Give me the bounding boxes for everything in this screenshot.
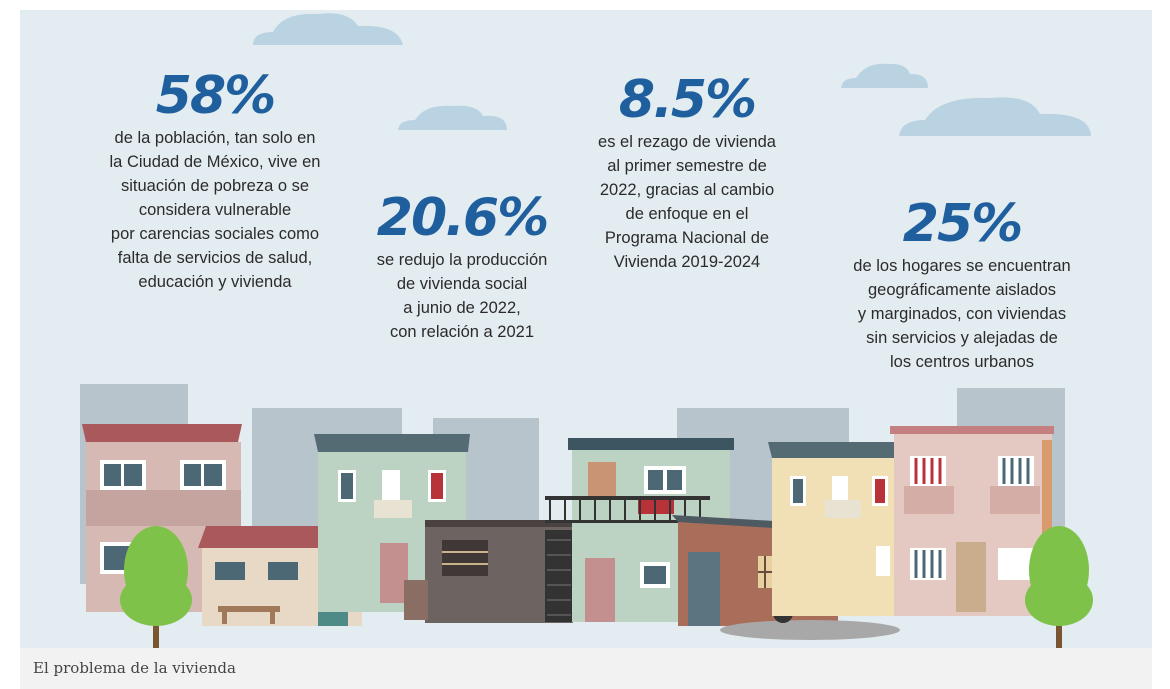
stat-line: por carencias sociales como: [110, 225, 320, 243]
stat-line: situación de pobreza o se: [120, 177, 310, 195]
town-illustration: [80, 384, 1093, 648]
stat-line: educación y vivienda: [138, 273, 292, 291]
infographic: 58% de la población, tan solo en la Ciud…: [20, 10, 1152, 648]
figure-caption-bar: El problema de la vivienda: [20, 648, 1152, 689]
stat-description: es el rezago de vivienda al primer semes…: [572, 130, 802, 274]
stat-line: de vivienda social: [396, 275, 528, 293]
stat-line: la Ciudad de México, vive en: [109, 153, 321, 171]
stat-isolated-households: 25% de los hogares se encuentran geográf…: [832, 198, 1092, 374]
stat-description: de los hogares se encuentran geográficam…: [832, 254, 1092, 374]
stat-description: de la población, tan solo en la Ciudad d…: [90, 126, 340, 294]
stat-value: 25%: [902, 194, 1023, 254]
stat-value: 8.5%: [618, 70, 757, 130]
stat-line: 2022, gracias al cambio: [599, 181, 775, 199]
stat-population-poverty: 58% de la población, tan solo en la Ciud…: [90, 70, 340, 294]
stat-description: se redujo la producción de vivienda soci…: [347, 248, 577, 344]
cloud-icon: [899, 97, 1091, 136]
stat-line: al primer semestre de: [607, 157, 767, 175]
stat-line: y marginados, con viviendas: [857, 305, 1067, 323]
stat-line: de los hogares se encuentran: [853, 257, 1071, 275]
stat-social-housing: 20.6% se redujo la producción de viviend…: [347, 192, 577, 344]
stat-line: con relación a 2021: [389, 323, 535, 341]
stat-line: de enfoque en el: [625, 205, 749, 223]
stat-line: Vivienda 2019-2024: [613, 253, 761, 271]
stat-value: 58%: [155, 66, 276, 126]
stat-value: 20.6%: [376, 188, 549, 248]
stat-line: los centros urbanos: [890, 353, 1034, 371]
stat-housing-lag: 8.5% es el rezago de vivienda al primer …: [572, 74, 802, 274]
stat-line: sin servicios y alejadas de: [866, 329, 1058, 347]
figure-caption: El problema de la vivienda: [33, 659, 236, 677]
cloud-icon: [253, 13, 403, 45]
cloud-icon: [398, 105, 507, 130]
stat-line: de la población, tan solo en: [114, 129, 316, 147]
stat-line: Programa Nacional de: [604, 229, 770, 247]
cloud-icon: [841, 63, 928, 88]
stat-line: a junio de 2022,: [403, 299, 521, 317]
stat-line: se redujo la producción: [376, 251, 548, 269]
stat-line: es el rezago de vivienda: [598, 133, 776, 151]
stat-line: falta de servicios de salud,: [117, 249, 313, 267]
stat-line: geográficamente aislados: [867, 281, 1057, 299]
stat-line: considera vulnerable: [138, 201, 292, 219]
